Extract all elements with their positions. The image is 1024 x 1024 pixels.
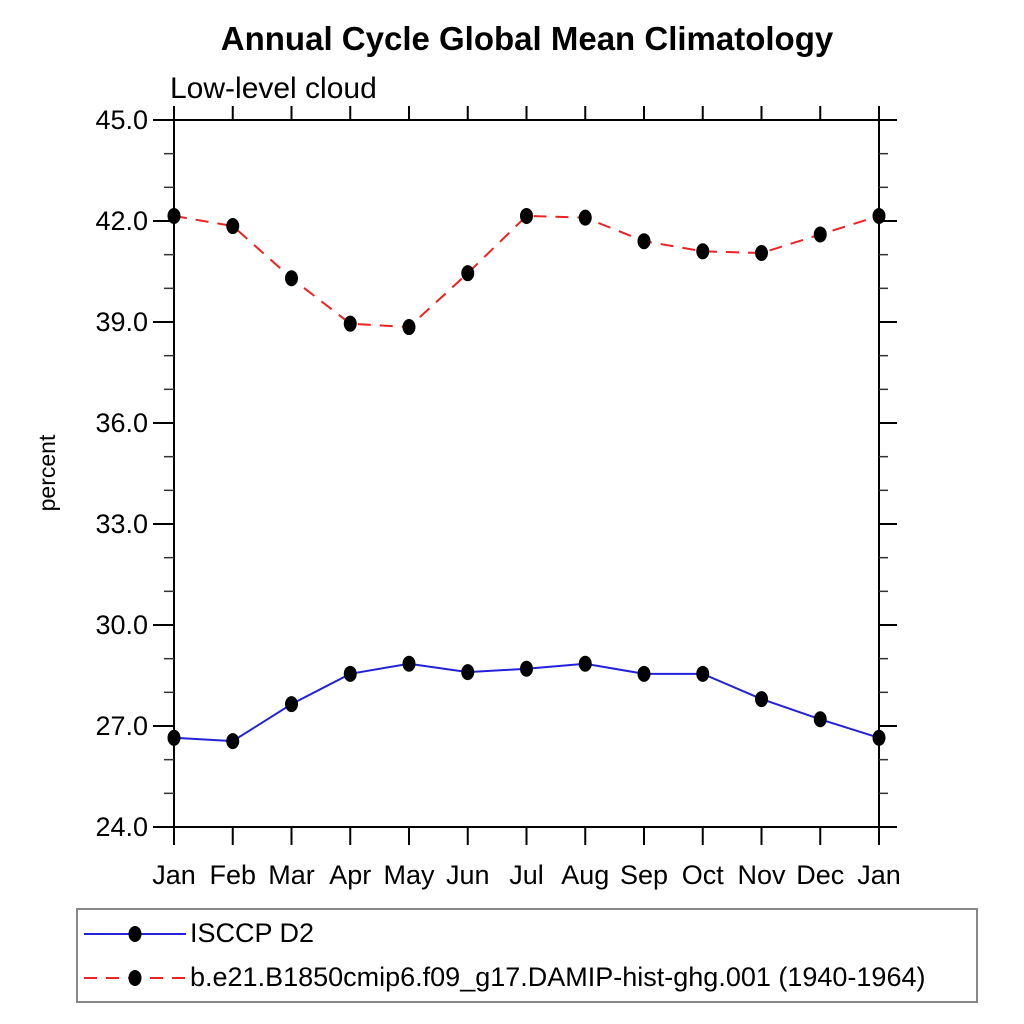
y-tick-label: 45.0 [95,105,148,135]
y-tick-label: 33.0 [95,509,148,539]
data-point-marker [520,207,533,224]
legend-marker-dot [128,969,142,986]
data-point-marker [167,729,181,746]
data-point-marker [520,660,533,677]
data-point-marker [402,655,416,672]
legend-marker-dot [128,925,142,942]
data-point-marker [343,315,357,332]
x-tick-label: Dec [796,860,844,890]
data-point-marker [461,664,475,681]
legend-line-sample-solid [84,925,186,942]
y-tick-label: 24.0 [95,812,148,842]
data-point-marker [813,226,827,243]
chart-subtitle: Low-level cloud [170,72,377,105]
data-point-marker [343,665,357,682]
y-tick-label: 42.0 [95,206,148,236]
y-axis-label: percent [34,434,60,511]
data-point-marker [872,729,886,746]
x-tick-label: Mar [268,860,315,890]
x-tick-label: Apr [329,860,371,890]
data-point-marker [285,270,298,287]
data-point-marker [167,207,181,224]
data-point-marker [872,207,886,224]
data-point-marker [755,691,768,708]
legend-item-isccp: ISCCP D2 [78,914,976,954]
data-point-marker [696,665,710,682]
x-tick-label: Jun [446,860,490,890]
data-point-marker [461,265,475,282]
data-point-marker [226,733,240,750]
chart-title: Annual Cycle Global Mean Climatology [220,20,834,57]
data-point-marker [813,711,827,728]
data-point-marker [285,696,298,713]
legend-line-sample-dashed [84,969,186,986]
legend: ISCCP D2 b.e21.B1850cmip6.f09_g17.DAMIP-… [76,908,978,1003]
y-tick-label: 30.0 [95,610,148,640]
x-tick-label: Jan [152,860,196,890]
y-tick-label: 36.0 [95,408,148,438]
x-tick-label: May [383,860,435,890]
data-point-marker [578,655,592,672]
legend-label-model: b.e21.B1850cmip6.f09_g17.DAMIP-hist-ghg.… [190,962,926,992]
y-tick-label: 39.0 [95,307,148,337]
x-tick-label: Feb [209,860,256,890]
x-tick-label: Oct [682,860,725,890]
series-line-1 [173,214,880,329]
data-point-marker [402,319,416,336]
data-point-marker [637,665,651,682]
axis-frame [173,119,880,828]
data-point-marker [755,244,768,261]
x-tick-label: Aug [561,860,609,890]
legend-label-isccp: ISCCP D2 [190,918,315,948]
plot-area: 24.0 27.0 30.0 33.0 36.0 39.0 42.0 45.0 Jan Feb Ma… [34,105,901,890]
data-point-marker [696,243,710,260]
data-point-marker [637,233,651,250]
x-tick-label: Jan [857,860,901,890]
x-tick-label: Nov [737,860,786,890]
y-tick-label: 27.0 [95,711,148,741]
data-point-marker [578,209,592,226]
data-point-marker [226,218,240,235]
x-tick-label: Sep [620,860,668,890]
legend-item-model: b.e21.B1850cmip6.f09_g17.DAMIP-hist-ghg.… [78,958,976,998]
x-tick-label: Jul [509,860,544,890]
